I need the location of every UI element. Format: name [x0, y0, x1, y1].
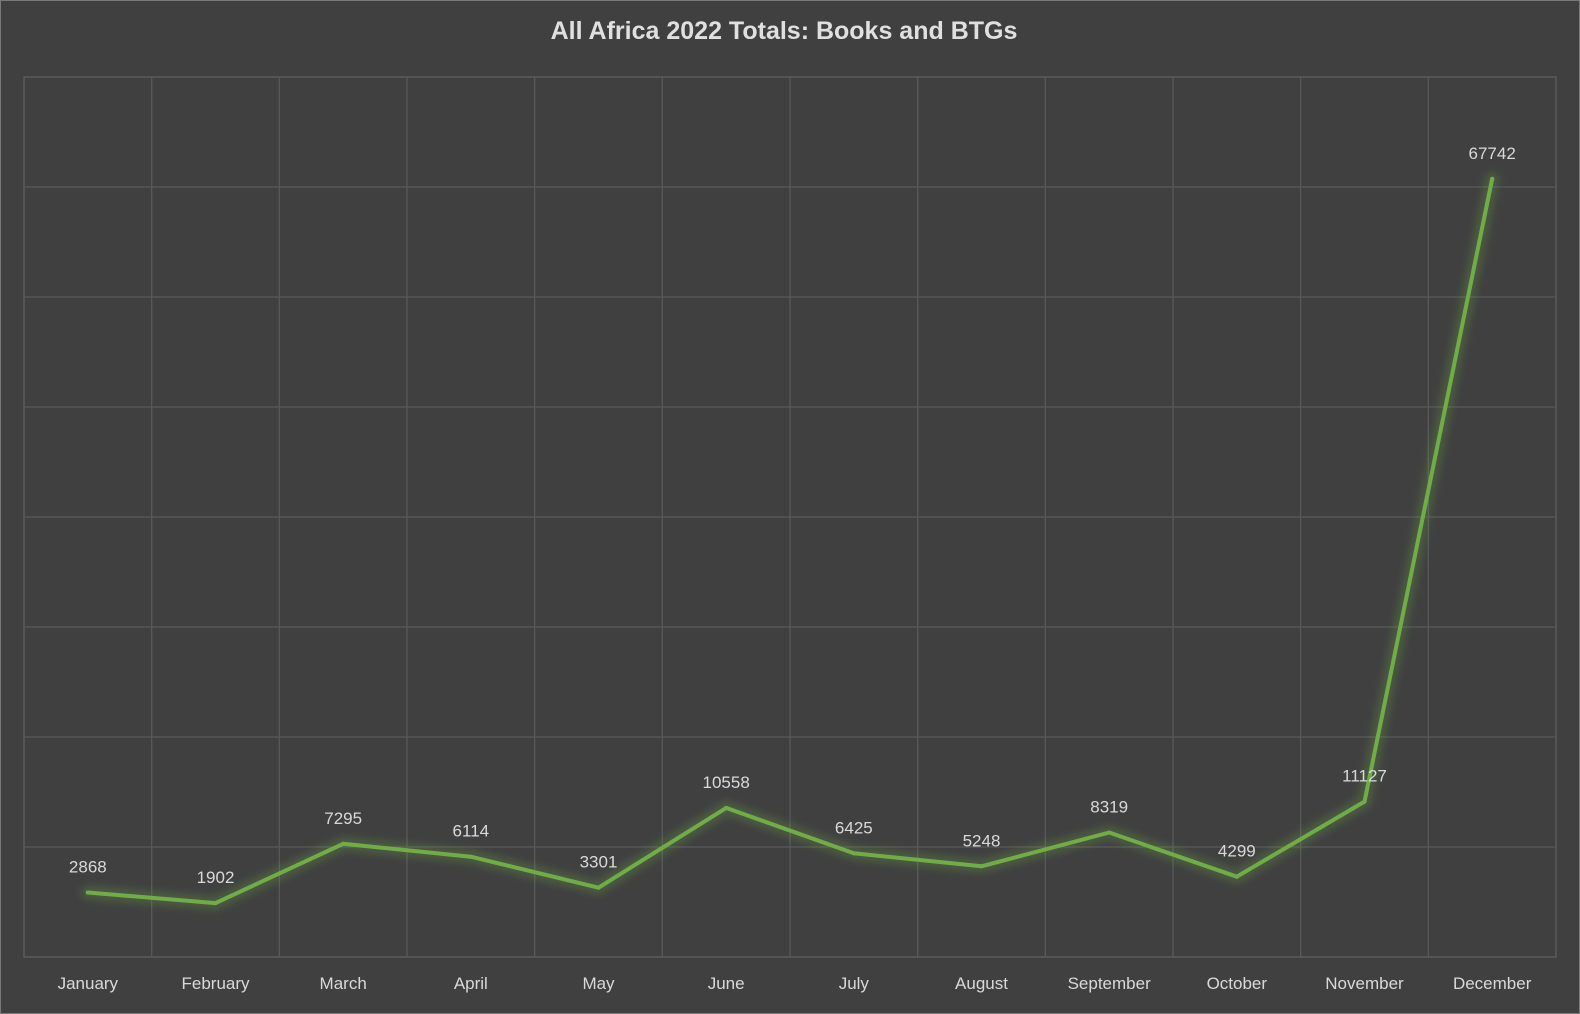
x-tick-label: November: [1325, 974, 1404, 993]
x-tick-label: February: [181, 974, 250, 993]
data-label: 2868: [69, 857, 107, 876]
data-label: 1902: [197, 868, 235, 887]
x-tick-label: August: [955, 974, 1008, 993]
x-tick-label: April: [454, 974, 488, 993]
data-point: [596, 885, 601, 890]
series-line: [85, 176, 1495, 906]
data-label: 67742: [1469, 144, 1516, 163]
data-label: 7295: [324, 809, 362, 828]
data-point: [851, 851, 856, 856]
x-tick-label: September: [1068, 974, 1151, 993]
data-label: 11127: [1342, 767, 1387, 786]
x-tick-label: October: [1207, 974, 1268, 993]
data-label: 6425: [835, 818, 873, 837]
data-point: [213, 901, 218, 906]
series-layer: [80, 171, 1500, 911]
data-point: [1107, 830, 1112, 835]
gridlines: [23, 76, 1557, 958]
data-point: [1234, 874, 1239, 879]
data-point: [341, 841, 346, 846]
data-label: 4299: [1218, 842, 1256, 861]
data-point: [1490, 176, 1495, 181]
x-tick-label: December: [1453, 974, 1532, 993]
data-point: [468, 854, 473, 859]
data-label: 5248: [963, 831, 1001, 850]
data-label: 8319: [1090, 797, 1128, 816]
data-label: 3301: [580, 853, 618, 872]
data-point: [724, 805, 729, 810]
x-tick-label: March: [320, 974, 367, 993]
data-point: [979, 864, 984, 869]
x-tick-label: May: [582, 974, 615, 993]
x-axis-tick-labels: January February March April May June July Augu…: [58, 974, 1532, 993]
x-tick-label: June: [708, 974, 745, 993]
x-tick-label: July: [839, 974, 870, 993]
data-label: 10558: [703, 773, 750, 792]
data-point: [1362, 799, 1367, 804]
data-label: 6114: [453, 822, 490, 841]
chart-title: All Africa 2022 Totals: Books and BTGs: [550, 17, 1018, 45]
data-labels: 2868 1902 7295 6114 3301 10558 6425 5248 8319 429…: [69, 144, 1516, 887]
x-tick-label: January: [58, 974, 119, 993]
data-point: [85, 890, 90, 895]
